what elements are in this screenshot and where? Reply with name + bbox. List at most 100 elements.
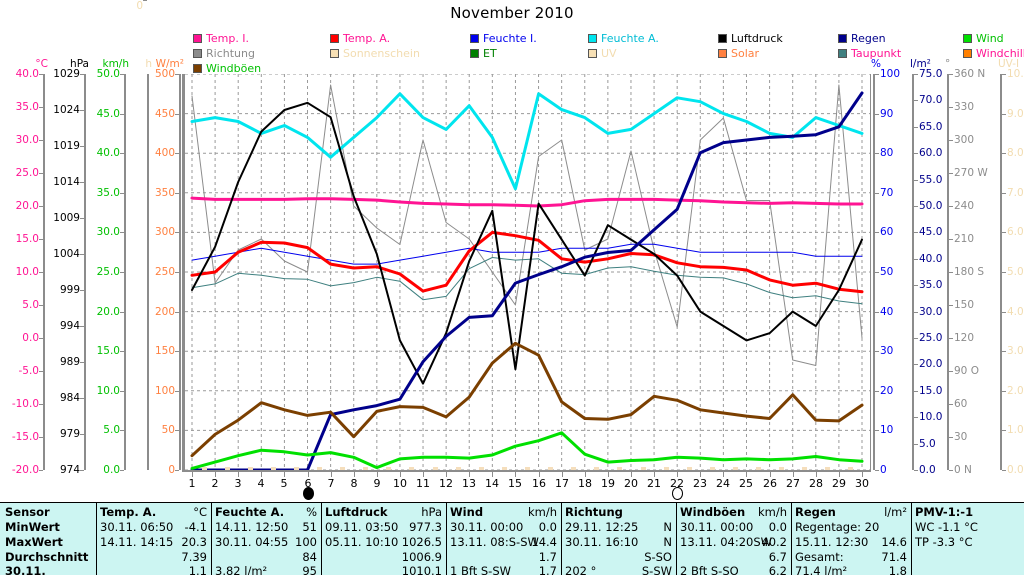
sunshine-marker [802, 467, 807, 470]
x-axis-day-label: 14 [485, 477, 499, 490]
table-cell-min-date: 30.11. 06:50 [100, 520, 174, 534]
axis-tick-label: 1.0 [1007, 424, 1024, 436]
axis-tick-label: 50 [161, 424, 175, 436]
legend-swatch-icon [470, 34, 479, 43]
legend-item-feuchte-a[interactable]: Feuchte A. [588, 33, 659, 44]
axis-tick [120, 391, 124, 392]
axis-tick-label: 25.0 [919, 332, 943, 344]
table-cell-min-date: 09.11. 03:50 [325, 520, 399, 534]
legend-item-regen[interactable]: Regen [838, 33, 886, 44]
new-moon-icon [303, 487, 314, 500]
table-cell-average: 1.7 [538, 550, 557, 564]
sunshine-marker [202, 467, 207, 470]
series-line-feuchte-a [190, 92, 864, 191]
axis-tick [875, 193, 879, 194]
legend-item-richtung[interactable]: Richtung [193, 48, 255, 59]
axis-tick [875, 470, 879, 471]
chart-legend: Temp. I. Temp. A. Feuchte I. Feuchte A. Luft… [193, 33, 1024, 79]
axis-tick-label: 20.0 [919, 358, 943, 370]
legend-label: Luftdruck [731, 32, 783, 45]
summary-table: Sensor MinWert MaxWert Durchschnitt 30.11. Te… [0, 502, 1024, 575]
axis-tick-label: -10.0 [11, 398, 39, 410]
axis-tick-label: 15.0 [919, 385, 943, 397]
table-column-separator [911, 502, 912, 575]
legend-item-et[interactable]: ET [470, 48, 497, 59]
legend-swatch-icon [193, 34, 202, 43]
x-axis-tick [423, 472, 424, 477]
axis-tick [120, 470, 124, 471]
legend-label: Taupunkt [851, 47, 902, 60]
axis-tick [143, 0, 147, 1]
legend-item-windb-en[interactable]: Windböen [193, 63, 261, 74]
axis-tick [949, 239, 953, 240]
table-row-label: Sensor [5, 505, 50, 519]
legend-swatch-icon [193, 49, 202, 58]
axis-tick-label: 4.0 [1007, 306, 1024, 318]
axis-unit-: % [871, 58, 881, 70]
table-column-separator [676, 502, 677, 575]
axis-tick [1002, 391, 1006, 392]
legend-item-solar[interactable]: Solar [718, 48, 759, 59]
table-cell-total-label: Gesamt: [795, 550, 844, 564]
legend-item-wind[interactable]: Wind [963, 33, 1004, 44]
axis-tick [1002, 193, 1006, 194]
legend-item-luftdruck[interactable]: Luftdruck [718, 33, 783, 44]
axis-tick [120, 272, 124, 273]
plot-left-border [182, 74, 185, 472]
axis-tick [875, 351, 879, 352]
table-cell-last: 1.7 [538, 564, 557, 575]
sunshine-marker [779, 467, 784, 470]
legend-item-feuchte-i[interactable]: Feuchte I. [470, 33, 537, 44]
x-axis-day-label: 6 [304, 477, 312, 490]
x-axis-day-label: 10 [393, 477, 407, 490]
axis-tick [914, 153, 918, 154]
legend-item-temp-a[interactable]: Temp. A. [330, 33, 390, 44]
sunshine-marker [363, 467, 368, 470]
axis-tick [1002, 470, 1006, 471]
axis-tick-label: -15.0 [11, 431, 39, 443]
sunshine-marker [687, 467, 692, 470]
table-header-unit: l/m² [884, 505, 907, 519]
legend-swatch-icon [330, 49, 339, 58]
axis-tick [80, 398, 84, 399]
axis-tick [1002, 430, 1006, 431]
axis-tick-label: 100 [154, 385, 175, 397]
axis-tick-label: 1009 [53, 212, 80, 224]
x-axis-tick [539, 472, 540, 477]
axis-tick-label: 20 [880, 385, 894, 397]
axis-unit-UVI: UV-I [998, 58, 1020, 70]
axis-tick-label: 40.0 [15, 68, 39, 80]
table-header-unit: km/h [757, 505, 787, 519]
chart-plot-area[interactable] [185, 74, 870, 470]
axis-tick [875, 74, 879, 75]
legend-item-sonnenschein[interactable]: Sonnenschein [330, 48, 420, 59]
x-axis-day-label: 30 [855, 477, 869, 490]
x-axis-tick [238, 472, 239, 477]
axis-tick-label: 70.0 [919, 94, 943, 106]
table-row-label: Durchschnitt [5, 550, 89, 564]
x-axis-day-label: 7 [327, 477, 335, 490]
legend-swatch-icon [963, 34, 972, 43]
table-cell-average: 84 [302, 550, 317, 564]
axis-line [43, 74, 45, 470]
axis-tick-label: 20.0 [15, 200, 39, 212]
axis-line [1000, 74, 1002, 470]
axis-tick [175, 470, 179, 471]
legend-item-windchill[interactable]: Windchill [963, 48, 1024, 59]
axis-tick [949, 272, 953, 273]
legend-item-temp-i[interactable]: Temp. I. [193, 33, 249, 44]
legend-item-uv[interactable]: UV [588, 48, 617, 59]
axis-tick [80, 74, 84, 75]
axis-tick-label: 180 S [954, 266, 985, 278]
table-cell-max-date: 14.11. 14:15 [100, 535, 174, 549]
x-axis-tick [816, 472, 817, 477]
x-axis-tick [261, 472, 262, 477]
table-cell-min-date: 14.11. 12:50 [215, 520, 289, 534]
axis-tick [39, 173, 43, 174]
axis-tick [949, 74, 953, 75]
legend-item-taupunkt[interactable]: Taupunkt [838, 48, 901, 59]
table-cell-last: 1.8 [888, 564, 907, 575]
table-cell-total-value: 71.4 [881, 550, 907, 564]
axis-tick-label: 210 [954, 233, 975, 245]
x-axis-tick [331, 472, 332, 477]
